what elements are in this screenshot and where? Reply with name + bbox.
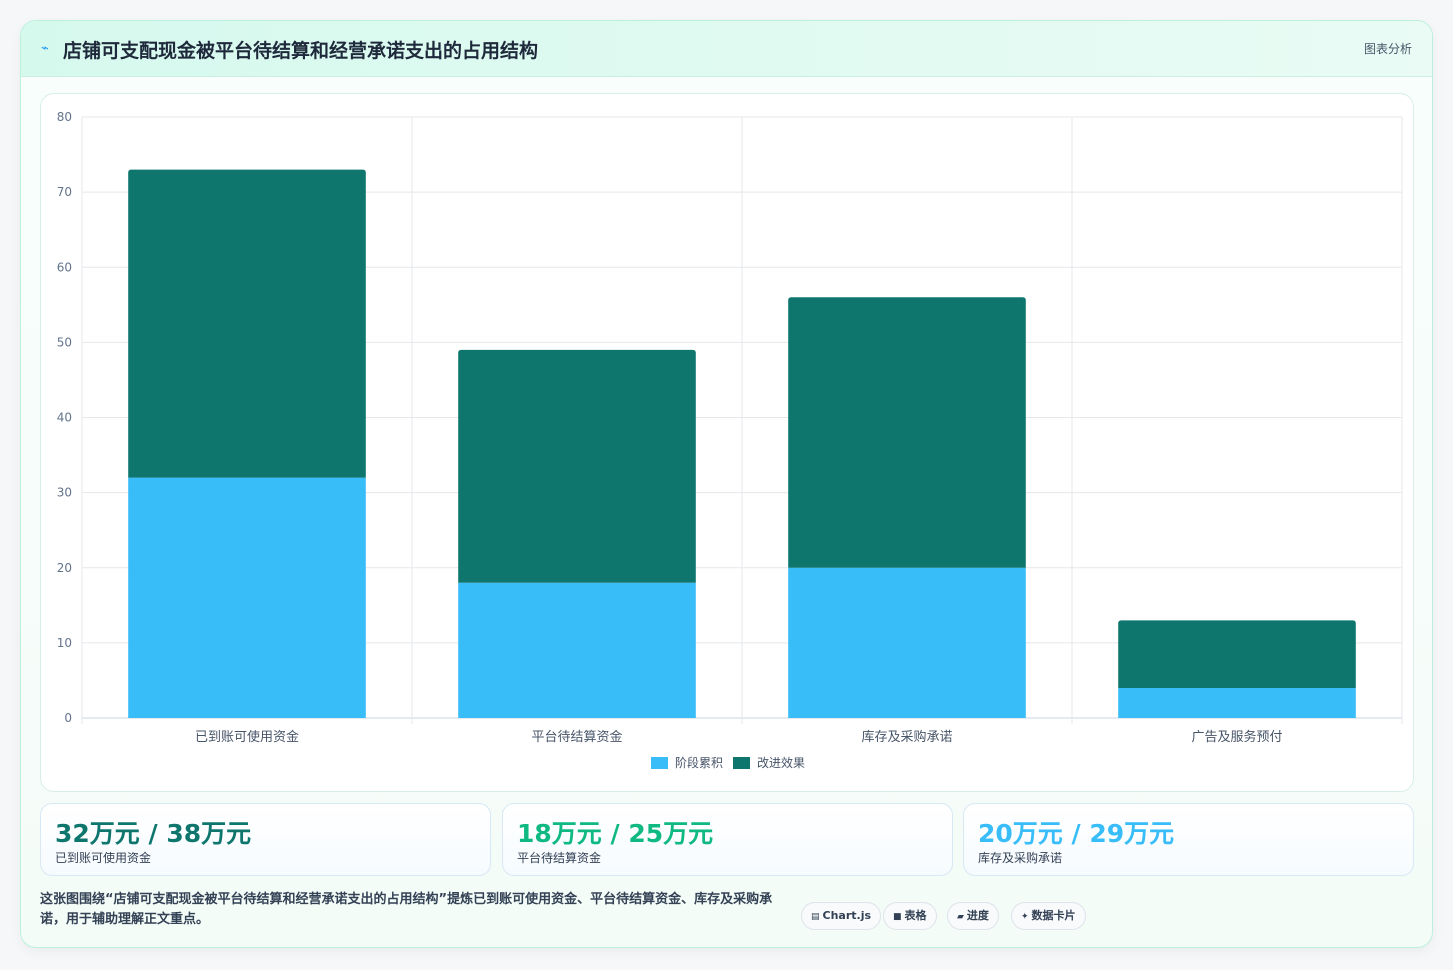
kpi-label: 已到账可使用资金 — [55, 851, 152, 865]
bar-segment — [1118, 687, 1356, 718]
chart-description: 这张图围绕“店铺可支配现金被平台待结算和经营承诺支出的占用结构”提炼已到账可使用… — [40, 892, 773, 927]
chip-label: 数据卡片 — [1031, 909, 1076, 922]
chip-progress[interactable]: ▰ 进度 — [947, 902, 999, 930]
chart-panel: 0 10 20 30 40 50 60 70 80 已到账可使用资金 平台待结算资金 库存及采购承诺 广… — [40, 93, 1414, 792]
bar-segment — [128, 477, 366, 718]
y-tick-label: 70 — [57, 185, 72, 199]
kpi-value: 32万元 / 38万元 — [55, 819, 252, 848]
kpi-card-inventory: 20万元 / 29万元 库存及采购承诺 — [963, 803, 1414, 876]
chart-icon: ▤ — [811, 912, 820, 922]
legend-swatch — [733, 757, 750, 769]
x-tick-label: 库存及采购承诺 — [861, 729, 952, 745]
kpi-label: 平台待结算资金 — [517, 851, 602, 865]
chart-analysis-link[interactable]: 图表分析 — [1363, 42, 1412, 56]
stacked-bar-chart: 0 10 20 30 40 50 60 70 80 已到账可使用资金 平台待结算资金 库存及采购承诺 广… — [57, 110, 1403, 770]
bar-segment — [1118, 620, 1356, 688]
y-tick-label: 10 — [57, 636, 72, 650]
y-tick-label: 20 — [57, 561, 72, 575]
kpi-card-pending: 18万元 / 25万元 平台待结算资金 — [502, 803, 953, 876]
chip-label: Chart.js — [822, 909, 872, 922]
legend-swatch — [651, 757, 668, 769]
chip-label: 进度 — [966, 909, 989, 922]
table-icon: ■ — [893, 912, 902, 922]
bar-segment — [128, 169, 366, 478]
legend-label: 阶段累积 — [675, 755, 723, 770]
y-tick-label: 80 — [57, 110, 72, 124]
y-tick-label: 50 — [57, 335, 72, 349]
chip-table[interactable]: ■ 表格 — [883, 902, 937, 930]
card-header: ⌁ 店铺可支配现金被平台待结算和经营承诺支出的占用结构 图表分析 — [21, 21, 1432, 77]
bar-segment — [458, 349, 696, 583]
progress-icon: ▰ — [957, 912, 964, 922]
x-tick-label: 已到账可使用资金 — [195, 729, 299, 745]
y-tick-label: 0 — [64, 711, 72, 725]
y-tick-label: 40 — [57, 411, 72, 425]
trend-icon: ⌁ — [41, 41, 49, 56]
kpi-value: 18万元 / 25万元 — [517, 819, 714, 848]
kpi-value: 20万元 / 29万元 — [978, 819, 1175, 848]
sparkle-icon: ✦ — [1021, 912, 1029, 922]
kpi-label: 库存及采购承诺 — [978, 851, 1063, 865]
chip-data-card[interactable]: ✦ 数据卡片 — [1011, 902, 1086, 930]
bar-segment — [788, 567, 1026, 718]
y-tick-label: 30 — [57, 486, 72, 500]
bar-segment — [458, 582, 696, 718]
chart-card: ⌁ 店铺可支配现金被平台待结算和经营承诺支出的占用结构 图表分析 0 10 20 30… — [20, 20, 1433, 948]
bar-segment — [788, 297, 1026, 568]
kpi-card-received: 32万元 / 38万元 已到账可使用资金 — [40, 803, 491, 876]
y-tick-label: 60 — [57, 260, 72, 274]
x-tick-label: 广告及服务预付 — [1191, 729, 1282, 745]
chip-chartjs[interactable]: ▤ Chart.js — [801, 902, 882, 930]
legend-label: 改进效果 — [757, 755, 805, 770]
page-title: 店铺可支配现金被平台待结算和经营承诺支出的占用结构 — [63, 40, 539, 62]
chip-label: 表格 — [904, 909, 927, 922]
x-tick-label: 平台待结算资金 — [531, 729, 622, 745]
